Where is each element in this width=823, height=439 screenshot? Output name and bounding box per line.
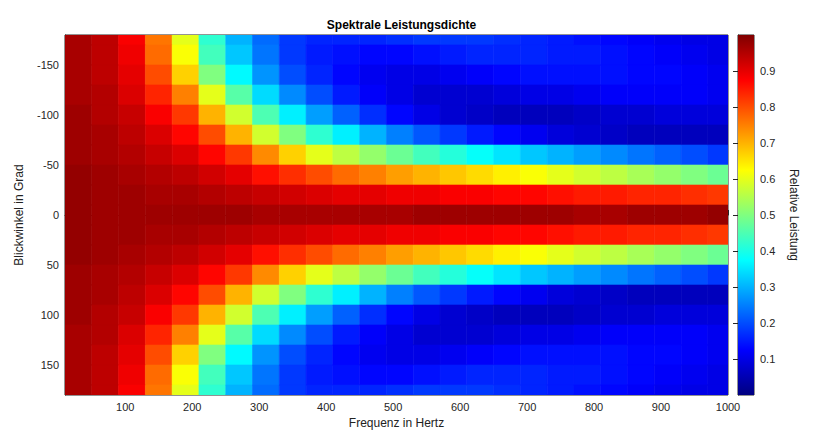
- svg-text:Spektrale Leistungsdichte: Spektrale Leistungsdichte: [327, 18, 477, 32]
- svg-text:0.1: 0.1: [760, 353, 775, 365]
- svg-text:1000: 1000: [716, 401, 740, 413]
- svg-text:-100: -100: [37, 109, 59, 121]
- svg-text:800: 800: [585, 401, 603, 413]
- svg-text:600: 600: [451, 401, 469, 413]
- svg-text:Frequenz in Hertz: Frequenz in Hertz: [349, 416, 444, 430]
- svg-text:0.8: 0.8: [760, 101, 775, 113]
- svg-text:0.6: 0.6: [760, 173, 775, 185]
- svg-text:-50: -50: [43, 159, 59, 171]
- svg-text:0.9: 0.9: [760, 65, 775, 77]
- svg-text:Blickwinkel in Grad: Blickwinkel in Grad: [12, 164, 26, 265]
- svg-text:Relative Leistung: Relative Leistung: [787, 169, 801, 261]
- svg-text:0.7: 0.7: [760, 137, 775, 149]
- svg-text:150: 150: [41, 359, 59, 371]
- svg-text:-150: -150: [37, 59, 59, 71]
- svg-text:200: 200: [183, 401, 201, 413]
- svg-text:400: 400: [317, 401, 335, 413]
- svg-text:300: 300: [250, 401, 268, 413]
- svg-text:100: 100: [41, 309, 59, 321]
- svg-text:50: 50: [47, 259, 59, 271]
- svg-text:0.2: 0.2: [760, 317, 775, 329]
- svg-text:900: 900: [652, 401, 670, 413]
- svg-text:0.5: 0.5: [760, 209, 775, 221]
- svg-text:100: 100: [116, 401, 134, 413]
- svg-text:700: 700: [518, 401, 536, 413]
- svg-text:0.3: 0.3: [760, 281, 775, 293]
- svg-text:500: 500: [384, 401, 402, 413]
- svg-text:0: 0: [53, 209, 59, 221]
- svg-text:0.4: 0.4: [760, 245, 775, 257]
